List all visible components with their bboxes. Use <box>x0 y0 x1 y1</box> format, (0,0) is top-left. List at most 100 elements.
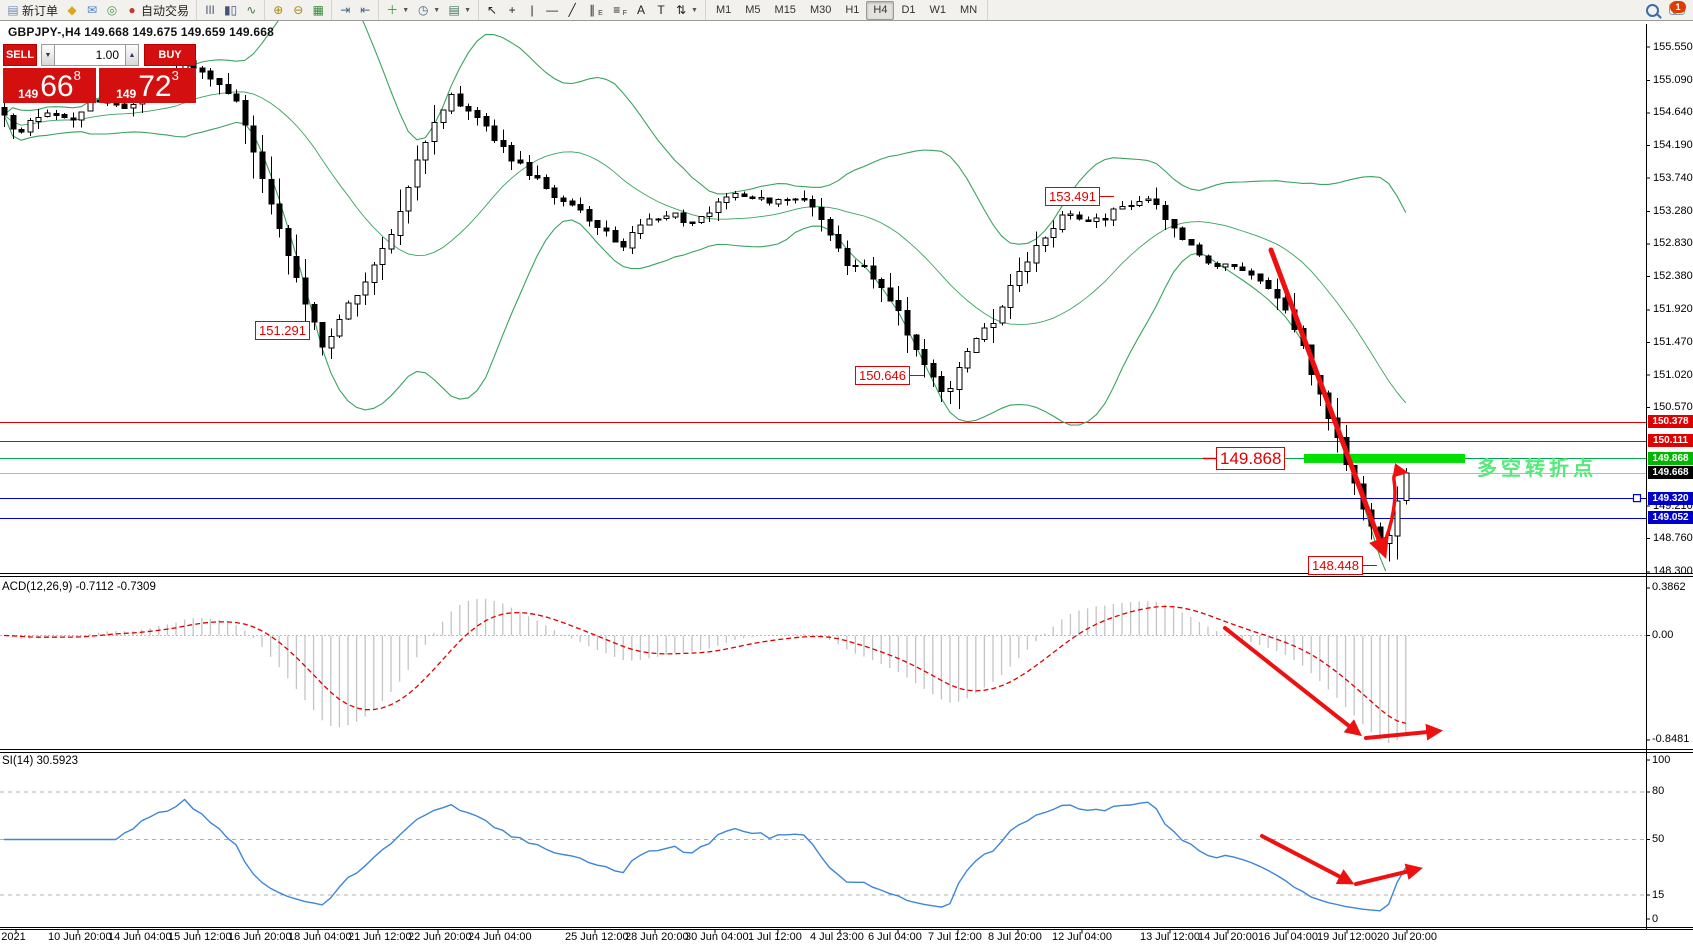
candle <box>293 255 300 279</box>
candle <box>990 322 997 329</box>
horizontal-line-icon[interactable]: — <box>542 1 562 19</box>
buy-button[interactable]: BUY <box>144 44 196 66</box>
tool-subscript: E <box>598 9 603 17</box>
timeframe-d1[interactable]: D1 <box>901 3 916 16</box>
cursor-icon[interactable]: ↖ <box>482 1 502 19</box>
candle <box>594 220 601 228</box>
arrows-tool-icon[interactable]: ⇅ ▼ <box>671 1 702 19</box>
candle <box>1394 500 1401 537</box>
deposit-icon[interactable]: ◆ <box>62 1 82 19</box>
candle <box>784 198 791 202</box>
candle <box>1282 297 1289 311</box>
crosshair-icon[interactable]: + <box>502 1 522 19</box>
tool-subscript: F <box>622 9 628 17</box>
volume-input[interactable] <box>55 44 125 66</box>
trend-arrow[interactable] <box>1268 247 1389 559</box>
timeframe-w1[interactable]: W1 <box>929 3 947 16</box>
candle <box>663 215 670 219</box>
toolbar-group: ↖ + | — ╱ ∥ E ≡ F A T ⇅ ▼ <box>479 0 706 20</box>
candle <box>775 198 782 205</box>
candle <box>543 177 550 190</box>
buy-price-handle: 149 <box>116 87 137 101</box>
candle <box>534 175 541 179</box>
notifications-button[interactable]: 1 <box>1669 0 1686 18</box>
candle <box>887 287 894 302</box>
buy-price-display[interactable]: 149 72 3 <box>99 68 196 103</box>
candle <box>1024 261 1031 273</box>
text-icon: A <box>637 3 646 17</box>
auto-scroll-icon[interactable]: ⇥ <box>335 1 355 19</box>
timeframe-h1[interactable]: H1 <box>845 3 860 16</box>
horizontal-lines <box>0 422 1646 519</box>
trend-arrow[interactable] <box>1380 463 1409 551</box>
candle <box>964 350 971 369</box>
line-chart-icon[interactable]: ∿ <box>241 1 261 19</box>
candle <box>242 99 249 126</box>
timeframe-m30[interactable]: M30 <box>809 3 832 16</box>
volume-decrease-button[interactable]: ▼ <box>41 44 55 66</box>
community-icon[interactable]: ✉ <box>82 1 102 19</box>
new-order-button[interactable]: ▤ 新订单 <box>3 1 62 19</box>
text-label-icon[interactable]: T <box>651 1 671 19</box>
text-icon[interactable]: A <box>631 1 651 19</box>
candle <box>655 218 662 221</box>
periods-icon[interactable]: ◷ ▼ <box>413 1 444 19</box>
bar-chart-icon[interactable]: ǀǀǀ <box>200 1 220 19</box>
tile-windows-icon[interactable]: ▦ <box>308 1 328 19</box>
candle <box>1214 262 1221 267</box>
vertical-line-icon[interactable]: | <box>522 1 542 19</box>
volume-increase-button[interactable]: ▲ <box>125 44 139 66</box>
chart-shift-icon[interactable]: ⇤ <box>355 1 375 19</box>
trend-arrow[interactable] <box>1354 863 1423 886</box>
candle <box>904 309 911 336</box>
text-label-icon: T <box>657 3 665 17</box>
timeframe-h4[interactable]: H4 <box>866 0 895 20</box>
candle <box>483 115 490 127</box>
candle <box>938 375 945 392</box>
candle <box>999 306 1006 324</box>
candle <box>233 93 240 102</box>
candle <box>1067 213 1074 217</box>
candle <box>465 106 472 112</box>
trend-arrow[interactable] <box>1260 834 1355 885</box>
signals-icon[interactable]: ◎ <box>102 1 122 19</box>
candle <box>792 198 799 201</box>
candle <box>612 230 619 243</box>
candle <box>285 227 292 256</box>
candle <box>431 121 438 143</box>
trendline-icon[interactable]: ╱ <box>562 1 582 19</box>
bollinger-lower-band <box>3 114 1387 571</box>
sell-price-big: 66 <box>40 70 74 103</box>
line-selection-handle[interactable] <box>1632 494 1642 503</box>
trend-arrow[interactable] <box>1364 723 1444 741</box>
search-icon[interactable] <box>1646 3 1659 17</box>
candle <box>749 196 756 199</box>
candle <box>1188 238 1195 246</box>
fibonacci-icon[interactable]: ≡ F <box>607 1 631 19</box>
candle <box>1007 285 1014 308</box>
candle <box>1205 255 1212 264</box>
timeframe-m1[interactable]: M1 <box>715 3 732 16</box>
indicators-icon[interactable]: ＋ ▼ <box>382 1 413 19</box>
timeframe-mn[interactable]: MN <box>960 3 978 16</box>
timeframe-m5[interactable]: M5 <box>745 3 761 16</box>
zoom-in-icon: ⊕ <box>273 3 284 17</box>
zoom-in-icon[interactable]: ⊕ <box>268 1 288 19</box>
templates-icon[interactable]: ▤ ▼ <box>444 1 475 19</box>
channel-icon[interactable]: ∥ E <box>582 1 607 19</box>
candle <box>457 93 464 107</box>
candle <box>371 264 378 284</box>
zoom-out-icon[interactable]: ⊖ <box>288 1 308 19</box>
timeframe-m15[interactable]: M15 <box>774 3 796 16</box>
candle <box>603 227 610 232</box>
sell-button[interactable]: SELL <box>3 44 37 66</box>
support-zone-bar[interactable] <box>1304 453 1465 463</box>
candlestick-chart-icon[interactable]: ▮▯ <box>220 1 241 19</box>
candle <box>947 387 954 393</box>
candle <box>379 247 386 265</box>
candle <box>1196 244 1203 256</box>
trend-arrow[interactable] <box>1223 626 1362 737</box>
autotrading-button[interactable]: ● 自动交易 <box>122 1 193 19</box>
sell-price-display[interactable]: 149 66 8 <box>3 68 96 103</box>
